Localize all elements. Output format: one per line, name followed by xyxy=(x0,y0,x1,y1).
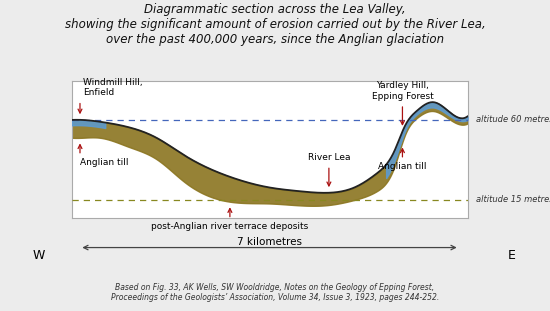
Text: altitude 15 metres: altitude 15 metres xyxy=(476,195,550,204)
Text: Anglian till: Anglian till xyxy=(80,158,129,167)
Text: Anglian till: Anglian till xyxy=(378,162,427,171)
Text: W: W xyxy=(32,248,45,262)
Text: Yardley Hill,
Epping Forest: Yardley Hill, Epping Forest xyxy=(372,81,433,101)
Text: post-Anglian river terrace deposits: post-Anglian river terrace deposits xyxy=(151,221,309,230)
Text: River Lea: River Lea xyxy=(307,153,350,162)
Text: E: E xyxy=(508,248,515,262)
Text: Based on Fig. 33, AK Wells, SW Wooldridge, Notes on the Geology of Epping Forest: Based on Fig. 33, AK Wells, SW Wooldridg… xyxy=(111,283,439,302)
Text: altitude 60 metres: altitude 60 metres xyxy=(476,115,550,124)
Text: Windmill Hill,
Enfield: Windmill Hill, Enfield xyxy=(83,78,142,97)
Text: Diagrammatic section across the Lea Valley,
showing the significant amount of er: Diagrammatic section across the Lea Vall… xyxy=(65,3,485,46)
Text: 7 kilometres: 7 kilometres xyxy=(237,237,302,247)
